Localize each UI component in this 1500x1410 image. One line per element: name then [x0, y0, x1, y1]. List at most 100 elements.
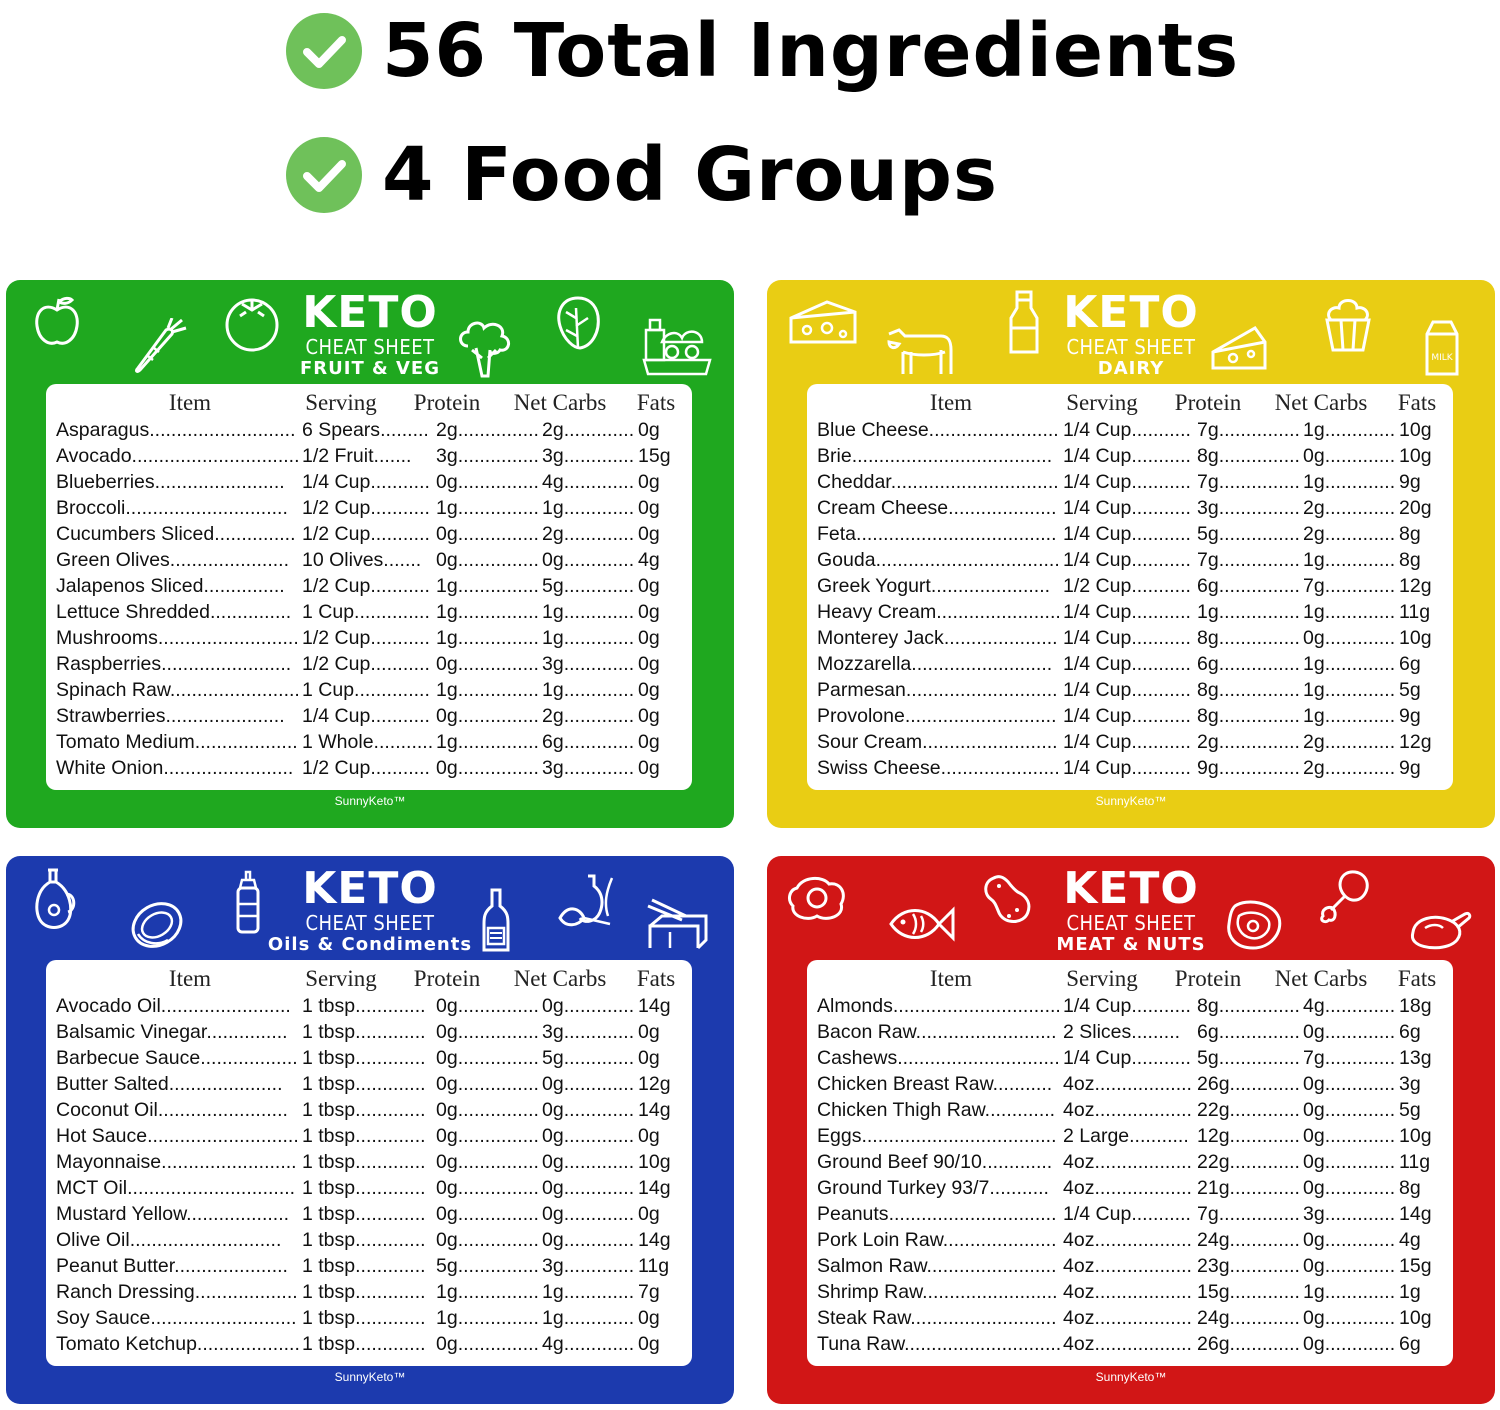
protein-cell: 0g............... [436, 1229, 539, 1251]
fats-cell: 15g [638, 445, 671, 467]
dot-leader: ............. [1324, 731, 1396, 753]
dot-leader: ............... [457, 1021, 539, 1043]
header-protein: Protein [1174, 966, 1242, 991]
fish-icon [889, 906, 955, 942]
protein-cell: 1g............... [436, 1281, 539, 1303]
item-cell: Balsamic Vinegar............... [56, 1021, 288, 1043]
fats-cell: 6g [1399, 1333, 1421, 1355]
dot-leader: ..................... [168, 1073, 283, 1095]
net-carbs-cell: 1g............. [1303, 1281, 1396, 1303]
dot-leader: ............. [355, 1281, 426, 1303]
net-carbs-cell: 0g............. [1303, 1021, 1396, 1043]
dot-leader: ............... [457, 1177, 539, 1199]
item-cell: Coconut Oil........................ [56, 1099, 288, 1121]
item-cell: Ground Turkey 93/7........... [817, 1177, 1049, 1199]
net-carbs-cell: 5g............. [542, 1047, 635, 1069]
net-carbs-cell: 7g............. [1303, 1047, 1396, 1069]
protein-cell: 1g............... [436, 497, 539, 519]
dot-leader: .................. [1094, 1229, 1192, 1251]
header-protein: Protein [413, 390, 481, 415]
dot-leader: ............... [457, 1255, 539, 1277]
fats-cell: 0g [638, 1047, 660, 1069]
serving-cell: 1 tbsp............. [302, 1021, 426, 1043]
fats-cell: 11g [1399, 601, 1431, 623]
item-cell: Salmon Raw........................ [817, 1255, 1057, 1277]
dot-leader: ......................... [922, 1281, 1058, 1303]
table-row: Mozzarella.......................... 1/4 … [807, 652, 1453, 678]
keto-title: KETO [302, 863, 438, 914]
protein-cell: 9g............... [1197, 757, 1300, 779]
table-row: Ground Beef 90/10............. 4oz.......… [807, 1150, 1453, 1176]
nutrition-table: Item Serving Protein Net Carbs Fats Avocado O… [46, 960, 692, 1366]
serving-cell: 1/4 Cup........... [1063, 601, 1191, 623]
dot-leader: ............. [563, 549, 635, 571]
cheese-wedge-icon [1211, 326, 1267, 370]
dot-leader: .............. [354, 679, 430, 701]
table-row: Cream Cheese.................... 1/4 Cup.… [807, 496, 1453, 522]
dot-leader: ........... [1131, 627, 1191, 649]
serving-cell: 4oz.................. [1063, 1255, 1192, 1277]
header-item: Item [929, 390, 973, 415]
protein-cell: 7g............... [1197, 471, 1300, 493]
fats-cell: 0g [638, 705, 660, 727]
dot-leader: ......................... [161, 1151, 297, 1173]
dot-leader: ............. [563, 471, 635, 493]
table-row: Eggs....................................… [807, 1124, 1453, 1150]
serving-cell: 1 tbsp............. [302, 1255, 426, 1277]
dot-leader: ............... [1218, 679, 1300, 701]
net-carbs-cell: 2g............. [542, 705, 635, 727]
item-cell: Steak Raw........................... [817, 1307, 1057, 1329]
dot-leader: ............. [1324, 705, 1396, 727]
headline-text: 56 Total Ingredients [382, 8, 1240, 94]
protein-cell: 3g............... [436, 445, 539, 467]
serving-cell: 1/4 Cup........... [1063, 995, 1191, 1017]
dot-leader: ............. [1324, 627, 1396, 649]
serving-cell: 1/4 Cup........... [1063, 445, 1191, 467]
item-cell: Mozzarella.......................... [817, 653, 1053, 675]
dot-leader: ....... [373, 445, 412, 467]
net-carbs-cell: 2g............. [1303, 757, 1396, 779]
fats-cell: 7g [638, 1281, 660, 1303]
net-carbs-cell: 0g............. [1303, 627, 1396, 649]
fats-cell: 11g [1399, 1151, 1431, 1173]
header-fats: Fats [1397, 390, 1437, 415]
protein-cell: 0g............... [436, 705, 539, 727]
table-row: Mayonnaise......................... 1 tbs… [46, 1150, 692, 1176]
header-net-carbs: Net Carbs [513, 390, 607, 415]
dot-leader: ........... [1131, 523, 1191, 545]
table-row: Jalapenos Sliced............... 1/2 Cup..… [46, 574, 692, 600]
item-cell: Cheddar............................... [817, 471, 1059, 493]
dot-leader: ...................... [940, 757, 1060, 779]
dot-leader: ............................... [127, 1177, 296, 1199]
dot-leader: ........................ [157, 1099, 288, 1121]
net-carbs-cell: 0g............. [1303, 1255, 1396, 1277]
dot-leader: ........... [370, 653, 430, 675]
table-row: Cashews.............................. 1/4… [807, 1046, 1453, 1072]
dot-leader: ............. [1324, 1307, 1396, 1329]
fats-cell: 8g [1399, 523, 1421, 545]
net-carbs-cell: 0g............. [542, 549, 635, 571]
dot-leader: ........... [1131, 653, 1191, 675]
protein-cell: 0g............... [436, 1177, 539, 1199]
check-circle-icon [286, 13, 362, 89]
table-header: Item Serving Protein Net Carbs Fats [46, 966, 692, 994]
table-row: Almonds............................... 1/… [807, 994, 1453, 1020]
card-dairy: MILK KETO CHEAT SHEET DAIRY Item Serving P… [767, 280, 1495, 828]
table-row: Coconut Oil........................ 1 tbs… [46, 1098, 692, 1124]
dot-leader: ............. [563, 419, 635, 441]
dot-leader: ............. [563, 1021, 635, 1043]
fats-cell: 5g [1399, 1099, 1421, 1121]
dot-leader: ............... [203, 575, 285, 597]
net-carbs-cell: 0g............. [542, 1151, 635, 1173]
dot-leader: ............................. [904, 1333, 1062, 1355]
dot-leader: ............... [457, 497, 539, 519]
fats-cell: 10g [638, 1151, 671, 1173]
serving-cell: 1 tbsp............. [302, 1151, 426, 1173]
table-row: Chicken Thigh Raw............. 4oz.......… [807, 1098, 1453, 1124]
table-row: Ranch Dressing................... 1 tbsp.… [46, 1280, 692, 1306]
cheat-sheet-subtitle: CHEAT SHEET [1066, 335, 1196, 359]
table-row: Gouda.................................. 1… [807, 548, 1453, 574]
fats-cell: 10g [1399, 445, 1432, 467]
serving-cell: 4oz.................. [1063, 1281, 1192, 1303]
item-cell: Strawberries...................... [56, 705, 285, 727]
